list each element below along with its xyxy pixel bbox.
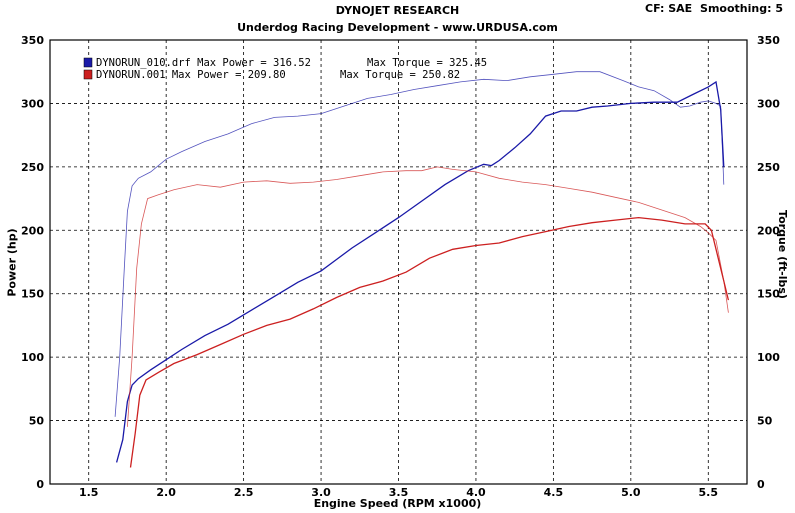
x-tick-label: 4.5 (544, 486, 564, 499)
y-axis-title-left: Power (hp) (5, 228, 19, 297)
axis-ticks: 1.5 2.0 2.5 3.0 3.5 4.0 4.5 5.0 5.5 0 0 50 50 100 100 1… (21, 34, 780, 499)
y-tick-label-right: 50 (757, 415, 773, 428)
x-tick-label: 5.5 (699, 486, 719, 499)
y-axis-title-right: Torque (ft-lbs) (775, 210, 789, 299)
y-tick-label-right: 250 (757, 161, 780, 174)
y-tick-label-left: 150 (21, 288, 44, 301)
x-tick-label: 3.5 (389, 486, 409, 499)
legend-power-text: DYNORUN.001 Max Power = 209.80 (96, 69, 286, 81)
y-tick-label-right: 350 (757, 34, 780, 47)
x-tick-label: 1.5 (79, 486, 99, 499)
y-tick-label-left: 0 (36, 478, 44, 491)
x-tick-label: 3.0 (311, 486, 331, 499)
y-tick-label-right: 100 (757, 351, 780, 364)
series-line-torque (127, 166, 729, 427)
x-tick-label: 4.0 (466, 486, 486, 499)
smoothing-label: Smoothing: 5 (700, 2, 783, 15)
y-tick-label-left: 350 (21, 34, 44, 47)
y-tick-label-left: 50 (29, 415, 45, 428)
y-tick-label-right: 300 (757, 97, 780, 110)
series-line-power (115, 80, 725, 463)
x-tick-label: 5.0 (621, 486, 641, 499)
y-tick-label-right: 0 (757, 478, 765, 491)
y-tick-label-right: 200 (757, 224, 780, 237)
legend-torque-text: Max Torque = 325.45 (367, 57, 487, 69)
series-line-torque (114, 71, 725, 417)
y-tick-label-left: 250 (21, 161, 44, 174)
y-tick-label-left: 200 (21, 224, 44, 237)
correction-factor-label: CF: SAE (645, 2, 693, 15)
legend-torque-text: Max Torque = 250.82 (340, 69, 460, 81)
x-tick-label: 2.0 (156, 486, 176, 499)
settings-readout: CF: SAE Smoothing: 5 (641, 2, 783, 15)
plot-frame (49, 39, 748, 485)
series-layer (114, 71, 730, 468)
chart-subtitle: Underdog Racing Development - www.URDUSA… (237, 21, 558, 34)
series-line-power (129, 216, 730, 468)
y-tick-label-right: 150 (757, 288, 780, 301)
legend: DYNORUN_010.drf Max Power = 316.52 Max To… (83, 57, 487, 81)
y-tick-label-left: 300 (21, 97, 44, 110)
legend-power-text: DYNORUN_010.drf Max Power = 316.52 (96, 57, 311, 69)
x-tick-label: 2.5 (234, 486, 254, 499)
chart-title: DYNOJET RESEARCH (335, 4, 460, 17)
grid-lines (50, 40, 747, 484)
x-axis-title: Engine Speed (RPM x1000) (313, 497, 482, 510)
legend-swatch (83, 57, 93, 68)
legend-swatch (83, 69, 93, 80)
y-tick-label-left: 100 (21, 351, 44, 364)
